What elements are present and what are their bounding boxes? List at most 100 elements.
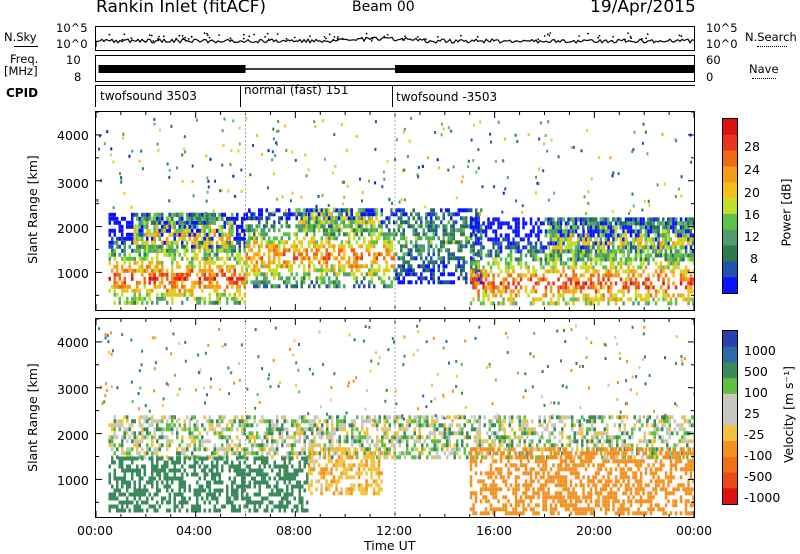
nsearch-point xyxy=(203,32,206,34)
echo-cell xyxy=(494,293,498,298)
echo-cell xyxy=(285,248,288,253)
echo-cell xyxy=(336,419,339,424)
echo-cell xyxy=(654,301,658,306)
echo-cell xyxy=(669,221,672,226)
echo-cell xyxy=(517,221,520,226)
echo-cell xyxy=(208,232,211,237)
echo-cell xyxy=(604,237,607,242)
echo-cell xyxy=(355,220,358,225)
echo-cell xyxy=(614,217,617,222)
echo-cell xyxy=(191,292,194,297)
echo-cell xyxy=(388,439,391,444)
echo-cell xyxy=(321,435,324,440)
echo-cell xyxy=(662,289,665,294)
echo-cell xyxy=(245,264,248,269)
echo-cell xyxy=(542,265,545,270)
echo-cell xyxy=(544,217,547,222)
echo-cell xyxy=(402,280,405,285)
echo-cell xyxy=(248,216,251,221)
echo-cell xyxy=(552,245,555,250)
echo-cell xyxy=(226,451,229,456)
echo-cell xyxy=(370,260,373,265)
echo-cell xyxy=(188,419,191,424)
echo-cell xyxy=(574,221,578,226)
echo-cell xyxy=(285,264,288,269)
echo-cell xyxy=(116,455,119,460)
echo-cell xyxy=(503,431,506,436)
echo-cell xyxy=(452,232,455,237)
nsky-tick-high: 10^5 xyxy=(56,21,88,35)
echo-cell xyxy=(188,212,191,217)
echo-cell xyxy=(407,280,410,285)
echo-cell xyxy=(504,137,506,141)
echo-cell xyxy=(353,284,356,289)
echo-cell xyxy=(128,423,131,428)
echo-cell xyxy=(360,244,363,249)
echo-cell xyxy=(607,241,610,246)
echo-cell xyxy=(412,268,415,273)
echo-cell xyxy=(508,455,511,460)
nsearch-point xyxy=(623,38,626,41)
echo-cell xyxy=(517,273,520,278)
echo-cell xyxy=(228,236,231,241)
echo-cell xyxy=(374,147,377,151)
echo-cell xyxy=(647,293,650,298)
echo-cell xyxy=(363,435,366,440)
echo-cell xyxy=(434,131,437,134)
echo-cell xyxy=(268,256,271,261)
echo-cell xyxy=(692,277,694,282)
echo-cell xyxy=(283,248,286,253)
echo-cell xyxy=(659,269,663,274)
echo-cell xyxy=(417,248,420,253)
echo-cell xyxy=(138,268,141,273)
echo-cell xyxy=(452,240,455,245)
echo-cell xyxy=(373,232,376,237)
echo-cell xyxy=(672,253,675,258)
cpid-segment-label: twofsound 3503 xyxy=(100,89,197,103)
echo-cell xyxy=(225,244,229,249)
echo-cell xyxy=(216,431,219,436)
echo-cell xyxy=(647,225,650,230)
echo-cell xyxy=(256,134,258,137)
echo-cell xyxy=(469,217,473,222)
echo-cell xyxy=(302,216,306,221)
echo-cell xyxy=(589,217,592,222)
echo-cell xyxy=(191,248,194,253)
echo-cell xyxy=(587,269,590,274)
echo-cell xyxy=(118,419,121,424)
echo-cell xyxy=(261,439,264,444)
echo-cell xyxy=(243,300,246,305)
nsky-tick-low: 10^0 xyxy=(56,37,88,51)
echo-cell xyxy=(654,289,658,294)
freq-tick-high: 10 xyxy=(66,53,81,67)
echo-cell xyxy=(592,221,595,226)
echo-cell xyxy=(300,260,303,265)
echo-cell xyxy=(423,419,426,424)
echo-cell xyxy=(160,212,164,217)
echo-cell xyxy=(477,237,480,242)
echo-cell xyxy=(295,212,298,216)
echo-cell xyxy=(138,232,141,237)
echo-cell xyxy=(569,217,572,222)
echo-cell xyxy=(351,439,354,444)
echo-cell xyxy=(193,284,196,289)
echo-cell xyxy=(326,431,329,436)
echo-cell xyxy=(452,165,455,169)
echo-cell xyxy=(393,276,396,281)
echo-cell xyxy=(517,289,520,294)
echo-cell xyxy=(532,297,535,302)
echo-cell xyxy=(228,276,231,281)
echo-cell xyxy=(599,281,603,286)
echo-cell xyxy=(223,455,226,460)
echo-cell xyxy=(343,252,346,257)
echo-cell xyxy=(341,419,344,424)
echo-cell xyxy=(366,435,369,440)
echo-cell xyxy=(448,431,451,436)
echo-cell xyxy=(447,256,450,261)
echo-cell xyxy=(166,427,169,432)
echo-cell xyxy=(345,224,348,229)
echo-cell xyxy=(266,427,269,432)
echo-cell xyxy=(305,248,308,253)
nsearch-point xyxy=(130,37,133,40)
echo-cell xyxy=(357,228,361,233)
